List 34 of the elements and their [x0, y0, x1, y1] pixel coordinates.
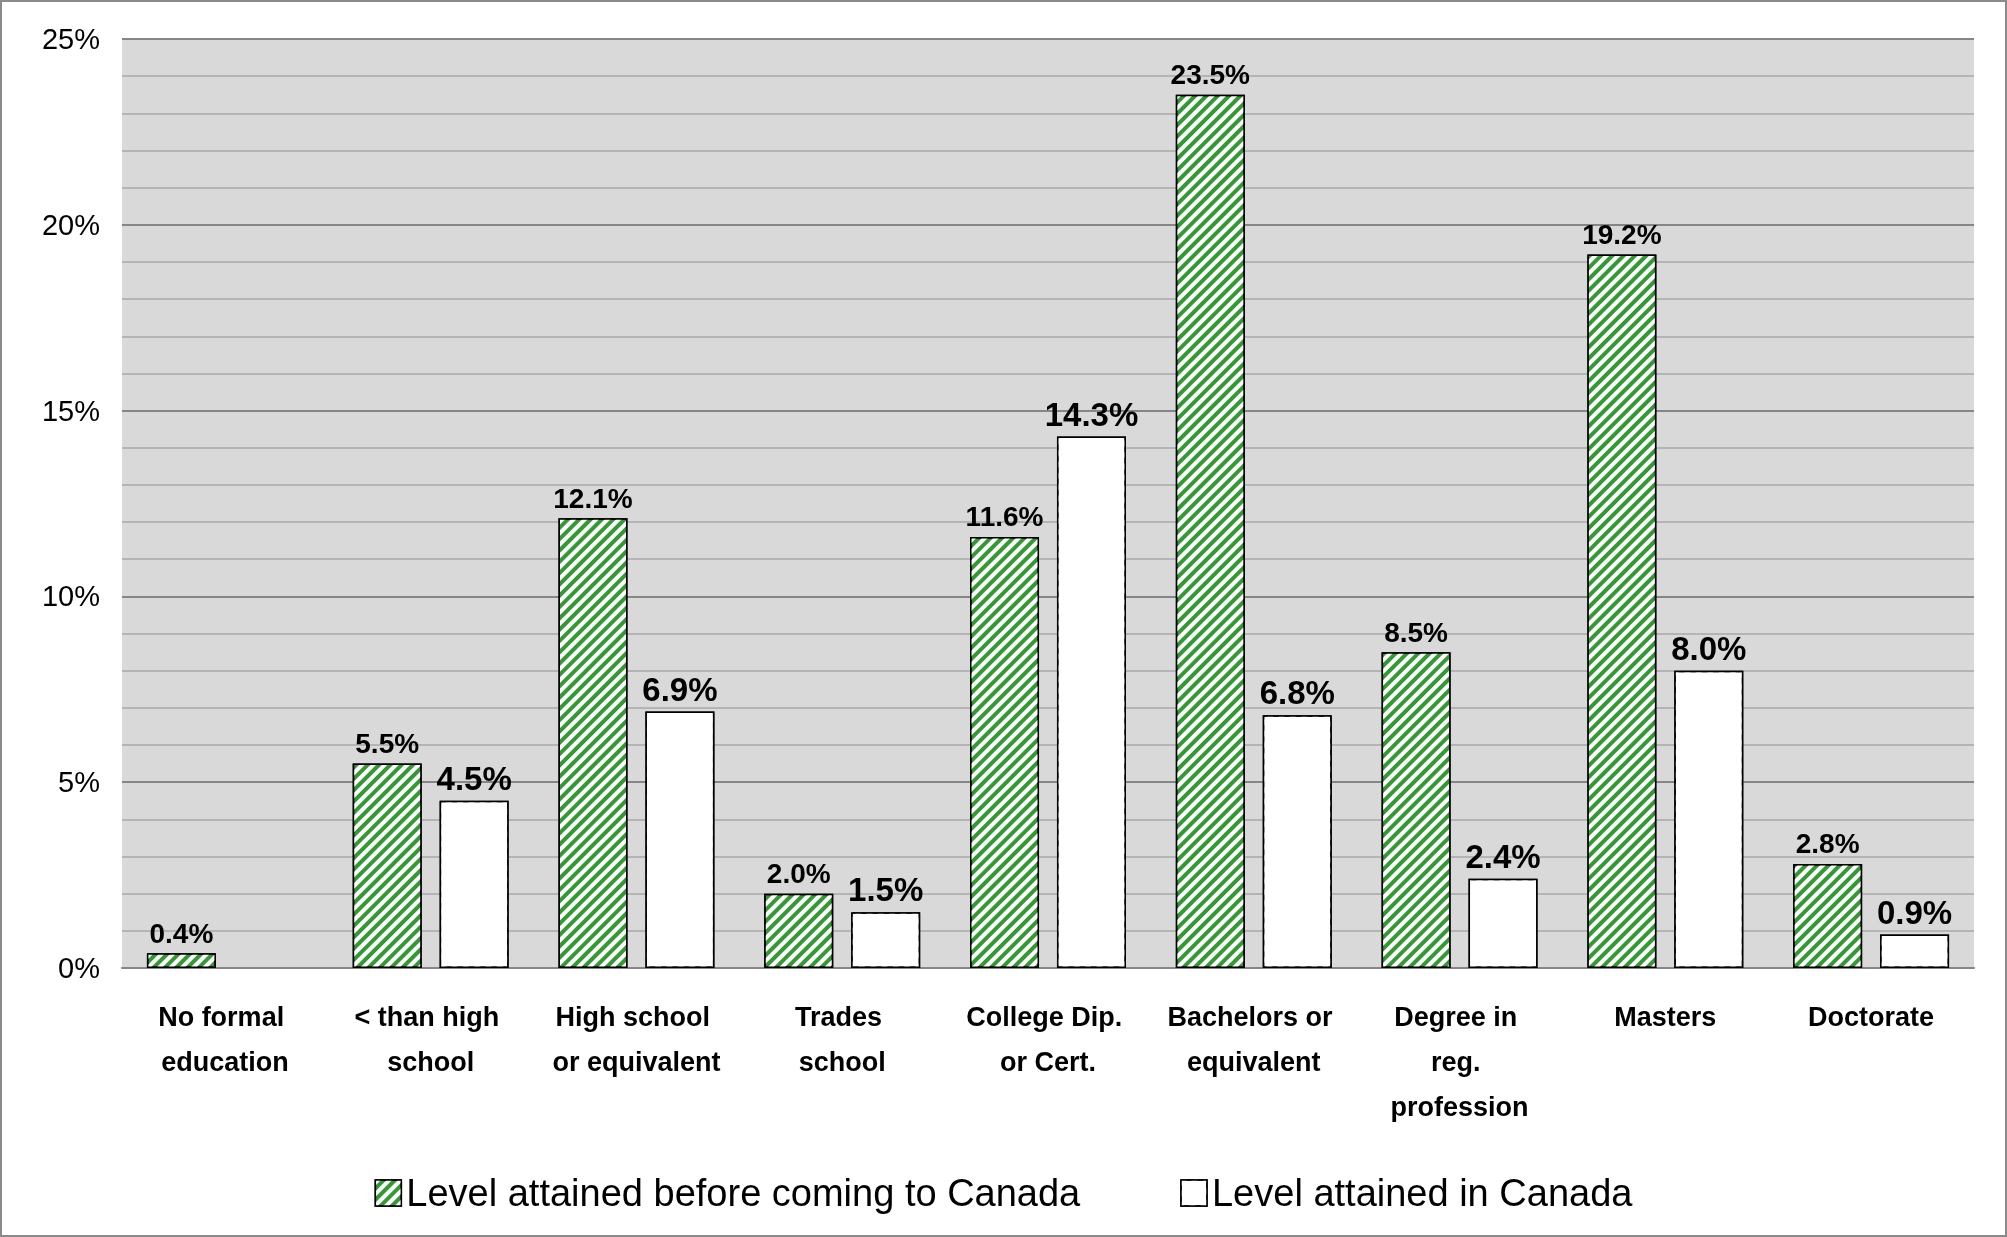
data-label: 2.0% [766, 858, 831, 890]
x-tick-label: < than high school [354, 1001, 507, 1077]
y-tick-label: 25% [41, 23, 100, 55]
y-tick-label: 10% [41, 580, 100, 613]
data-label: 19.2% [1582, 219, 1662, 251]
x-tick-label: Masters [1614, 1001, 1717, 1032]
data-label: 8.5% [1384, 616, 1449, 648]
data-label: 1.5% [848, 871, 924, 909]
x-tick-label: Degree in reg. profession [1390, 1001, 1529, 1122]
data-label: 14.3% [1044, 395, 1139, 433]
x-tick-label: Trades school [794, 1001, 890, 1077]
data-label: 4.5% [436, 759, 512, 797]
data-label: 6.9% [642, 670, 718, 708]
data-label: 2.4% [1465, 837, 1541, 875]
data-label: 0.4% [149, 917, 214, 949]
data-label: 6.8% [1259, 674, 1335, 712]
x-tick-label: Bachelors or equivalent [1167, 1001, 1341, 1077]
data-label: 23.5% [1170, 59, 1251, 91]
data-label: 11.6% [965, 501, 1044, 533]
x-tick-label: No formal education [158, 1001, 292, 1077]
legend-label: Level attained in Canada [1211, 1172, 1634, 1214]
data-label: 8.0% [1671, 629, 1747, 667]
x-tick-label: High school or equivalent [552, 1001, 721, 1077]
legend-label: Level attained before coming to Canada [406, 1172, 1082, 1214]
y-tick-label: 20% [41, 208, 100, 241]
data-label: 0.9% [1876, 893, 1953, 931]
data-label: 5.5% [355, 728, 420, 760]
y-tick-label: 5% [58, 766, 100, 799]
y-tick-label: 15% [41, 394, 100, 427]
data-label: 2.8% [1795, 828, 1860, 860]
data-label: 12.1% [553, 482, 633, 514]
y-tick-label: 0% [58, 952, 100, 984]
x-tick-label: College Dip. or Cert. [966, 1001, 1130, 1077]
x-tick-label: Doctorate [1808, 1001, 1935, 1032]
